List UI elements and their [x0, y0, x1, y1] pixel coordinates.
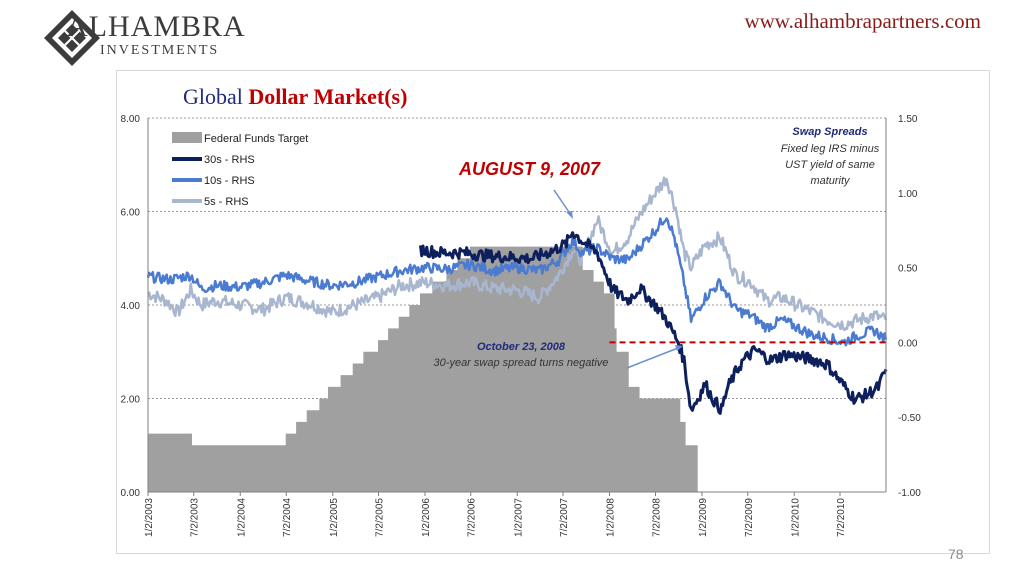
x-tick-label: 1/2/2009 [698, 498, 709, 537]
x-tick-label: 7/2/2004 [282, 498, 293, 537]
series-line-10s [146, 217, 888, 347]
left-tick-label: 4.00 [121, 301, 141, 312]
x-tick-label: 7/2/2006 [467, 498, 478, 537]
right-tick-label: 0.50 [898, 264, 918, 275]
x-tick-label: 1/2/2005 [329, 498, 340, 537]
x-tick-label: 7/2/2008 [652, 498, 663, 537]
annotation-swap-desc: UST yield of same [785, 159, 875, 171]
right-tick-label: 1.50 [898, 114, 918, 125]
slide-frame [116, 70, 990, 554]
annotation-swap-desc: maturity [810, 175, 851, 187]
right-tick-label: -0.50 [898, 413, 921, 424]
x-tick-label: 7/2/2003 [190, 498, 201, 537]
left-tick-label: 8.00 [121, 114, 141, 125]
x-tick-label: 1/2/2007 [513, 498, 524, 537]
right-tick-label: 0.00 [898, 338, 918, 349]
logo-name: ALHAMBRA [66, 10, 246, 43]
right-tick-label: -1.00 [898, 488, 921, 499]
annotation-swap-negative: 30-year swap spread turns negative [434, 357, 609, 369]
chart-title-part1: Global [183, 84, 249, 109]
x-tick-label: 7/2/2010 [836, 498, 847, 537]
chart-title-part2: Dollar Market(s) [248, 84, 408, 109]
x-tick-label: 7/2/2005 [374, 498, 385, 537]
legend-label: Federal Funds Target [204, 133, 308, 145]
legend-label: 10s - RHS [204, 175, 255, 187]
diamond-logo-icon [44, 10, 100, 66]
logo-subtitle: INVESTMENTS [100, 43, 220, 58]
annotation-august-9-2007: AUGUST 9, 2007 [458, 159, 601, 179]
series-line-5s [147, 176, 888, 332]
fed-funds-area [148, 246, 698, 492]
x-tick-label: 1/2/2004 [236, 498, 247, 537]
annotation-october-23-2008: October 23, 2008 [477, 341, 566, 353]
x-tick-label: 1/2/2008 [606, 498, 617, 537]
x-tick-label: 1/2/2010 [790, 498, 801, 537]
annotation-arrowhead [675, 345, 683, 351]
annotation-arrow [626, 347, 679, 369]
x-tick-label: 7/2/2009 [744, 498, 755, 537]
annotation-swap-spreads-title: Swap Spreads [792, 126, 867, 138]
x-tick-label: 7/2/2007 [559, 498, 570, 537]
right-tick-label: 1.00 [898, 189, 918, 200]
annotation-swap-desc: Fixed leg IRS minus [781, 143, 880, 155]
left-tick-label: 2.00 [121, 395, 141, 406]
annotation-arrow [553, 189, 572, 216]
x-tick-label: 1/2/2006 [421, 498, 432, 537]
left-tick-label: 0.00 [121, 488, 141, 499]
x-tick-label: 1/2/2003 [144, 498, 155, 537]
chart-title: Global Dollar Market(s) [183, 84, 407, 110]
left-tick-label: 6.00 [121, 208, 141, 219]
legend-label: 30s - RHS [204, 154, 255, 166]
logo [44, 10, 100, 66]
legend-swatch [172, 132, 202, 143]
annotation-arrowhead [566, 211, 573, 219]
website-url[interactable]: www.alhambrapartners.com [744, 9, 981, 33]
slide-number: 78 [948, 546, 964, 562]
series-line-30s [419, 231, 888, 415]
legend-label: 5s - RHS [204, 196, 249, 208]
